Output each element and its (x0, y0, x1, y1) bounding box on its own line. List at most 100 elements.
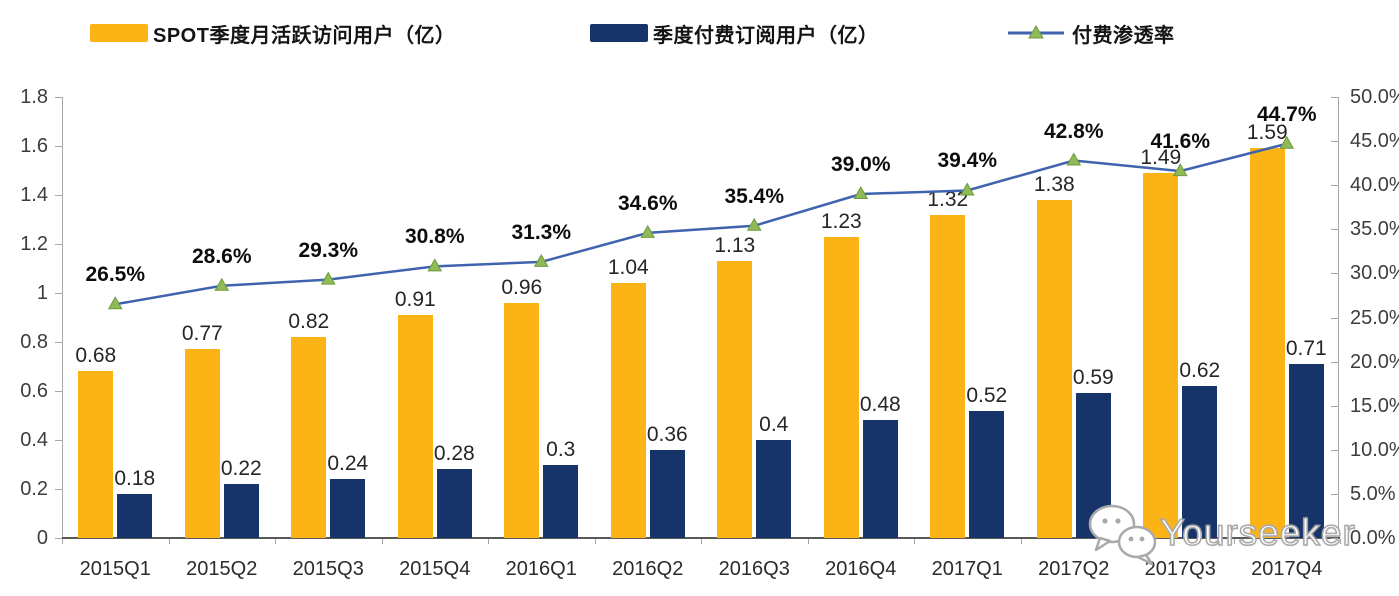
right-axis-tick-label: 35.0% (1350, 218, 1399, 241)
bar-label-mau: 1.38 (1033, 172, 1075, 196)
right-axis-tick (1331, 493, 1338, 495)
bar-subs (330, 479, 366, 538)
bar-label-subs: 0.4 (759, 413, 789, 436)
bar-label-subs: 0.52 (966, 383, 1008, 407)
penetration-pct-label: 31.3% (511, 220, 572, 244)
legend-label-subs: 季度付费订阅用户（亿） (653, 24, 879, 47)
bar-label-mau: 0.68 (75, 344, 117, 368)
penetration-pct-label: 42.8% (1043, 119, 1104, 143)
bar-mau (78, 371, 114, 538)
x-axis-tick (1020, 539, 1022, 544)
bar-label-subs: 0.18 (114, 466, 156, 490)
penetration-marker-triangle-icon (640, 224, 656, 238)
x-axis-category-label: 2017Q1 (931, 558, 1003, 580)
penetration-marker-triangle-icon (320, 271, 336, 285)
penetration-marker-triangle-icon (533, 253, 549, 267)
left-axis-tick (55, 489, 62, 490)
bar-mau (823, 236, 859, 538)
right-axis-tick-label: 30.0% (1350, 262, 1399, 285)
mau-bar-swatch-icon (90, 24, 148, 42)
penetration-marker-triangle-icon (107, 296, 123, 310)
left-axis-tick-label: 1.6 (20, 135, 48, 157)
left-axis-tick-label: 0.4 (20, 429, 48, 451)
bar-subs (862, 420, 898, 538)
right-axis-tick (1331, 317, 1338, 319)
left-axis-tick-label: 1.4 (20, 184, 48, 206)
left-axis-tick-label: 1 (36, 282, 48, 304)
right-axis-tick (1331, 185, 1338, 187)
penetration-pct-label: 39.4% (937, 149, 998, 173)
subs-bar-swatch-icon (590, 24, 648, 42)
penetration-line-swatch-icon (1008, 24, 1064, 42)
right-axis-tick-label: 50.0% (1350, 86, 1399, 108)
right-axis-tick (1331, 141, 1338, 143)
bar-label-subs: 0.22 (220, 457, 262, 481)
watermark: Yourseeker (1086, 500, 1356, 566)
bar-subs (969, 410, 1005, 538)
bar-label-mau: 1.32 (927, 187, 969, 211)
left-axis-tick (55, 293, 62, 294)
bar-label-subs: 0.3 (546, 437, 576, 461)
bar-subs (1288, 364, 1324, 538)
left-axis-tick (55, 440, 62, 441)
bar-subs (436, 469, 472, 538)
x-axis-category-label: 2015Q2 (186, 558, 258, 580)
legend-label-mau: SPOT季度月活跃访问用户（亿） (153, 24, 456, 47)
penetration-pct-label: 30.8% (404, 225, 465, 249)
x-axis-category-label: 2017Q4 (1251, 558, 1323, 580)
penetration-pct-label: 41.6% (1150, 130, 1211, 154)
left-axis-tick (55, 97, 62, 98)
penetration-pct-label: 34.6% (617, 191, 678, 215)
bar-subs (1182, 386, 1218, 538)
x-axis-tick (807, 539, 809, 544)
legend-item-penetration: 付费渗透率 (1008, 16, 1175, 50)
x-axis-category-label: 2015Q3 (292, 558, 364, 580)
right-axis-line (1338, 97, 1339, 538)
x-axis-tick (1340, 539, 1341, 544)
legend-item-mau: SPOT季度月活跃访问用户（亿） (90, 16, 455, 50)
bar-mau (1143, 172, 1179, 538)
x-axis-category-label: 2015Q1 (79, 558, 151, 580)
x-axis-category-label: 2017Q3 (1144, 558, 1216, 580)
bar-label-mau: 1.23 (820, 209, 862, 233)
penetration-pct-label: 28.6% (191, 244, 252, 268)
bar-mau (610, 283, 646, 538)
x-axis-tick (62, 539, 63, 544)
bar-label-mau: 0.91 (394, 288, 436, 312)
right-axis-tick-label: 40.0% (1350, 174, 1399, 197)
right-axis-tick (1331, 361, 1338, 363)
bar-subs (649, 449, 685, 538)
bar-mau (930, 214, 966, 538)
bar-subs (223, 484, 259, 538)
x-axis-tick (168, 539, 170, 544)
penetration-line (115, 142, 1288, 306)
wechat-chat-bubbles-icon (1088, 504, 1157, 566)
bar-mau (717, 261, 753, 538)
right-axis-tick (1331, 229, 1338, 231)
left-axis-tick (55, 244, 62, 245)
watermark-text: Yourseeker (1159, 511, 1356, 554)
right-axis-tick-label: 10.0% (1350, 438, 1399, 461)
x-axis-tick (701, 539, 702, 544)
x-axis-category-label: 2016Q4 (825, 558, 897, 580)
left-axis-tick (55, 146, 62, 147)
x-axis-tick (381, 539, 383, 544)
bottom-axis-line (62, 537, 1340, 539)
left-axis-tick-label: 0.6 (20, 380, 48, 402)
bar-label-subs: 0.48 (859, 393, 901, 417)
penetration-pct-label: 29.3% (298, 238, 359, 262)
x-axis-category-label: 2016Q1 (505, 558, 577, 580)
bar-mau (291, 337, 327, 538)
bar-label-mau: 1.13 (714, 234, 756, 258)
bar-label-subs: 0.28 (433, 442, 475, 466)
bar-label-mau: 1.04 (607, 256, 649, 280)
right-axis-tick-label: 45.0% (1350, 130, 1399, 153)
right-axis-tick (1331, 97, 1338, 98)
penetration-marker-triangle-icon (746, 217, 762, 231)
right-axis-tick-label: 20.0% (1350, 350, 1399, 373)
left-axis-tick (55, 538, 62, 539)
left-axis-line (62, 97, 63, 538)
left-axis-tick-label: 0.2 (20, 478, 48, 500)
x-axis-category-label: 2017Q2 (1038, 558, 1110, 580)
